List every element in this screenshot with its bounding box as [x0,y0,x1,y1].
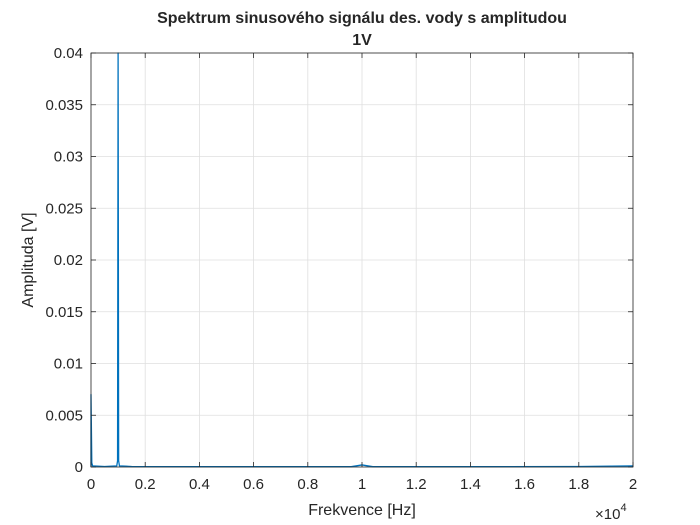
x-tick-label: 1.6 [514,476,535,493]
y-axis: 0 0.005 0.01 0.015 0.02 0.025 0.03 0.035 0.04 [45,45,633,476]
x-tick-label: 0.6 [243,476,264,493]
x-tick-label: 1.2 [406,476,427,493]
x-tick-label: 2 [629,476,637,493]
x-tick-label: 0.4 [189,476,210,493]
x-tick-label: 0.8 [297,476,318,493]
x-axis-exponent: ×104 [595,502,627,523]
y-tick-label: 0.025 [45,200,83,217]
x-tick-label: 1.8 [568,476,589,493]
x-axis-exponent-base: ×10 [595,506,620,523]
y-tick-label: 0.01 [54,356,83,373]
y-tick-label: 0 [75,459,83,476]
y-tick-label: 0.02 [54,252,83,269]
x-tick-label: 0.2 [135,476,156,493]
y-tick-label: 0.005 [45,407,83,424]
x-tick-label: 1.4 [460,476,481,493]
x-tick-label: 1 [358,476,366,493]
y-axis-label: Amplituda [V] [20,212,37,307]
y-tick-label: 0.03 [54,149,83,166]
x-tick-label: 0 [87,476,95,493]
x-axis-label: Frekvence [Hz] [308,502,416,519]
y-tick-label: 0.015 [45,304,83,321]
y-tick-label: 0.04 [54,45,83,62]
x-axis-exponent-power: 4 [620,502,626,514]
chart-title-line-1: Spektrum sinusového signálu des. vody s … [157,10,567,27]
chart-title-line-2: 1V [352,32,372,49]
y-tick-label: 0.035 [45,97,83,114]
x-axis: 0 0.2 0.4 0.6 0.8 1 1.2 1.4 1.6 1.8 2 [87,53,637,493]
